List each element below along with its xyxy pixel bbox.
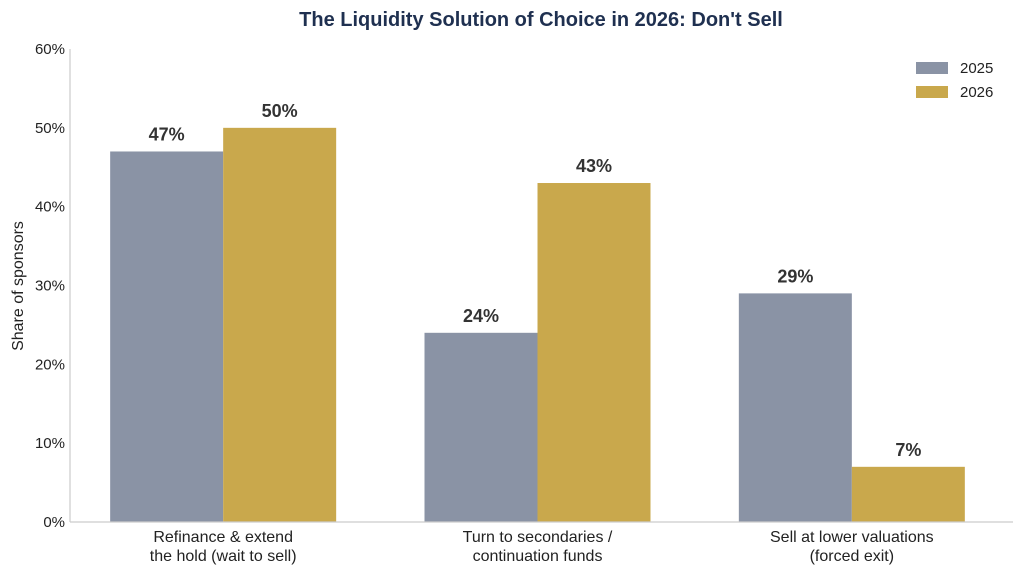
y-tick-label: 10% (35, 435, 65, 452)
x-category-label: the hold (wait to sell) (150, 548, 297, 565)
data-label: 43% (576, 156, 612, 176)
bar-2025-1 (110, 151, 224, 522)
bars (110, 127, 965, 522)
y-tick-label: 20% (35, 356, 65, 373)
y-axis-label: Share of sponsors (10, 221, 27, 351)
bar-2025-3 (738, 293, 852, 522)
data-labels: 47% 50% 24% 43% 29% 7% (149, 101, 922, 460)
legend-swatch-2025 (916, 62, 948, 74)
x-category-label: Sell at lower valuations (770, 529, 934, 546)
bar-2026-1 (223, 127, 337, 522)
x-category-label: continuation funds (473, 548, 603, 565)
chart-title: The Liquidity Solution of Choice in 2026… (299, 9, 783, 31)
y-tick-label: 0% (43, 514, 65, 531)
x-category-label: (forced exit) (810, 548, 894, 565)
legend-label: 2026 (960, 84, 993, 101)
y-axis-ticks: 0% 10% 20% 30% 40% 50% 60% (35, 41, 65, 531)
x-category-label: Refinance & extend (153, 529, 293, 546)
data-label: 24% (463, 306, 499, 326)
legend-swatch-2026 (916, 86, 948, 98)
data-label: 47% (149, 124, 185, 144)
legend-label: 2025 (960, 60, 993, 77)
legend: 2025 2026 (916, 60, 993, 101)
x-category-label: Turn to secondaries / (463, 529, 613, 546)
data-label: 29% (777, 266, 813, 286)
y-tick-label: 50% (35, 120, 65, 137)
x-axis-categories: Refinance & extend the hold (wait to sell… (150, 529, 934, 565)
y-tick-label: 60% (35, 41, 65, 58)
bar-2026-3 (851, 466, 965, 522)
data-label: 7% (895, 440, 921, 460)
data-label: 50% (262, 101, 298, 121)
bar-2025-2 (424, 332, 538, 522)
y-tick-label: 30% (35, 278, 65, 295)
bar-2026-2 (537, 183, 651, 522)
y-tick-label: 40% (35, 199, 65, 216)
